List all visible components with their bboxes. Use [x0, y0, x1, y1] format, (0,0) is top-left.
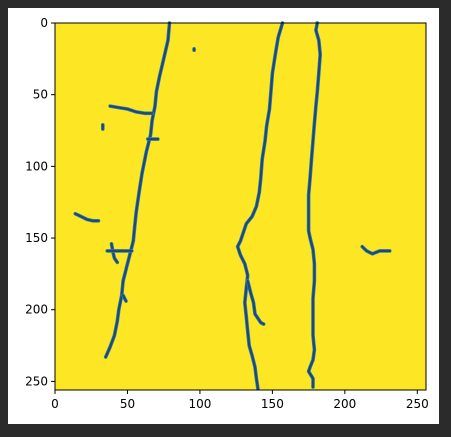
y-tick-label-2: 100 — [25, 159, 48, 173]
crack-trace-4 — [74, 212, 100, 222]
x-axis: 0 50 100 150 200 250 — [51, 390, 429, 411]
x-tick-label-1: 50 — [120, 397, 135, 411]
crack-trace-7 — [236, 21, 284, 390]
y-tick-label-1: 50 — [33, 88, 48, 102]
crack-trace-1 — [108, 104, 154, 115]
y-tick-label-0: 0 — [40, 16, 48, 30]
crack-trace-8 — [246, 279, 265, 326]
x-tick-label-0: 0 — [51, 397, 59, 411]
x-tick-label-3: 150 — [261, 397, 284, 411]
x-tick-label-4: 200 — [333, 397, 356, 411]
crack-mask-heatmap: 0 50 100 150 200 250 0 50 100 150 200 250 — [25, 16, 429, 411]
y-tick-label-4: 200 — [25, 303, 48, 317]
crack-trace-9 — [307, 21, 322, 389]
crack-trace-10 — [361, 245, 391, 255]
x-tick-label-5: 250 — [406, 397, 429, 411]
plot-background — [55, 23, 426, 390]
crack-traces — [73, 21, 392, 391]
plot-frame — [54, 22, 427, 391]
y-axis: 0 50 100 150 200 250 — [25, 16, 55, 388]
crack-trace-2 — [121, 294, 128, 303]
y-tick-label-3: 150 — [25, 231, 48, 245]
figure: 0 50 100 150 200 250 0 50 100 150 200 250 — [8, 8, 439, 424]
crack-trace-5 — [110, 242, 119, 264]
crack-trace-0 — [104, 21, 171, 359]
x-tick-label-2: 100 — [188, 397, 211, 411]
y-tick-label-5: 250 — [25, 374, 48, 388]
